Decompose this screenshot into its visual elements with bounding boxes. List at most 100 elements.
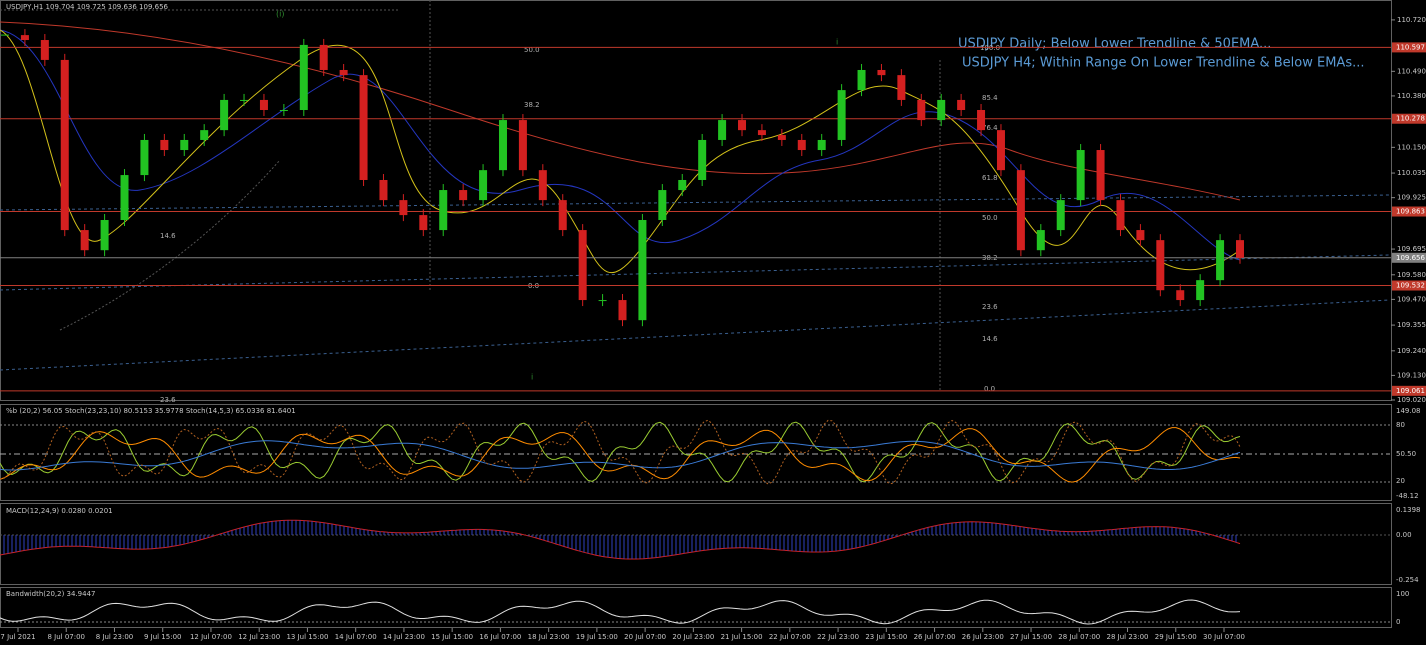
x-tick-label: 7 Jul 2021	[0, 633, 35, 641]
candle	[1136, 230, 1145, 241]
y-tick-label: 109.355	[1397, 321, 1426, 329]
wave-label: i	[531, 373, 533, 382]
stoch-slow	[0, 427, 1241, 483]
trend-lines	[0, 0, 941, 390]
candle	[857, 69, 866, 91]
candle	[558, 200, 567, 231]
level-box	[1392, 113, 1426, 124]
candle	[419, 215, 428, 231]
candle	[1036, 230, 1045, 251]
y-tick-label: 110.490	[1397, 67, 1426, 75]
x-tick-label: 30 Jul 07:00	[1203, 633, 1245, 641]
candle	[279, 110, 288, 112]
candle	[1016, 170, 1025, 251]
candle	[837, 90, 846, 140]
panel-tick: 149.08	[1396, 407, 1421, 415]
stoch-signal	[0, 419, 1241, 485]
x-tick-label: 8 Jul 23:00	[96, 633, 134, 641]
level-label: 109.061	[1396, 387, 1425, 395]
candle	[598, 300, 607, 302]
level-box	[1392, 252, 1426, 263]
y-tick-label: 109.925	[1397, 194, 1426, 202]
candle	[917, 99, 926, 121]
x-tick-label: 19 Jul 15:00	[576, 633, 618, 641]
candle	[60, 59, 69, 231]
level-box	[1392, 280, 1426, 291]
x-tick-label: 15 Jul 15:00	[431, 633, 473, 641]
candle	[40, 40, 49, 60]
ema	[0, 29, 1241, 273]
fib-label: 0.0	[984, 385, 995, 393]
fib-label: 100.0	[980, 44, 1000, 52]
panel-frames	[0, 0, 1392, 628]
x-tick-label: 22 Jul 23:00	[817, 633, 859, 641]
y-tick-label: 109.695	[1397, 245, 1426, 253]
panel-tick: 50.50	[1396, 450, 1416, 458]
candle	[578, 230, 587, 301]
panel-tick: -48.12	[1396, 492, 1419, 500]
bandwidth-frame	[0, 587, 1392, 628]
wave-label: (i)	[276, 10, 284, 19]
fib-label: 85.4	[982, 94, 998, 102]
panel-tick: 80	[1396, 421, 1405, 429]
y-tick-label: 110.720	[1397, 16, 1426, 24]
y-tick-label: 109.580	[1397, 271, 1426, 279]
candle	[797, 139, 806, 151]
panel-tick: 20	[1396, 477, 1405, 485]
fib-label: 76.4	[982, 124, 998, 132]
candle	[120, 175, 129, 221]
candle	[1096, 150, 1105, 201]
candle	[100, 220, 109, 251]
candle	[1076, 150, 1085, 201]
y-tick-label: 110.150	[1397, 143, 1426, 151]
y-tick-label: 109.470	[1397, 295, 1426, 303]
panel-tick: 0	[1396, 618, 1400, 626]
candle	[180, 139, 189, 151]
level-label: 110.597	[1396, 43, 1425, 51]
panel-label: Bandwidth(20,2) 34.9447	[6, 590, 96, 598]
candle	[738, 120, 747, 131]
percent-b	[0, 440, 1241, 471]
ma-200	[0, 21, 1241, 201]
candle	[996, 130, 1005, 171]
candle	[498, 120, 507, 171]
main-frame	[0, 0, 1392, 401]
x-tick-label: 27 Jul 15:00	[1010, 633, 1052, 641]
candle	[658, 190, 667, 221]
panel-tick: -0.254	[1396, 576, 1419, 584]
fib-label: 14.6	[160, 232, 176, 240]
y-tick-label: 109.240	[1397, 347, 1426, 355]
x-tick-label: 26 Jul 23:00	[962, 633, 1004, 641]
x-tick-label: 23 Jul 15:00	[865, 633, 907, 641]
level-label: 109.656	[1396, 254, 1425, 262]
candle	[1196, 280, 1205, 301]
candle	[459, 190, 468, 201]
candle	[220, 99, 229, 131]
fib-label: 61.8	[982, 174, 998, 182]
candle	[80, 230, 89, 251]
candle	[678, 179, 687, 191]
wave-label: i	[836, 38, 838, 47]
candle	[1236, 240, 1244, 258]
candle	[240, 99, 249, 101]
candle	[618, 300, 627, 321]
level-label: 110.278	[1396, 115, 1425, 123]
fib-label: 50.0	[524, 46, 540, 54]
fib-label: 23.6	[160, 396, 176, 404]
candle	[399, 200, 408, 216]
level-box	[1392, 206, 1426, 217]
level-box	[1392, 385, 1426, 396]
x-tick-label: 28 Jul 23:00	[1107, 633, 1149, 641]
x-tick-label: 28 Jul 07:00	[1058, 633, 1100, 641]
candle	[339, 69, 348, 76]
x-tick-label: 21 Jul 15:00	[721, 633, 763, 641]
candle	[379, 179, 388, 201]
x-tick-label: 18 Jul 23:00	[528, 633, 570, 641]
x-tick-label: 8 Jul 07:00	[47, 633, 85, 641]
x-tick-label: 16 Jul 07:00	[479, 633, 521, 641]
panel-tick: 0.1398	[1396, 506, 1421, 514]
y-tick-label: 110.380	[1397, 92, 1426, 100]
level-label: 109.863	[1396, 208, 1425, 216]
